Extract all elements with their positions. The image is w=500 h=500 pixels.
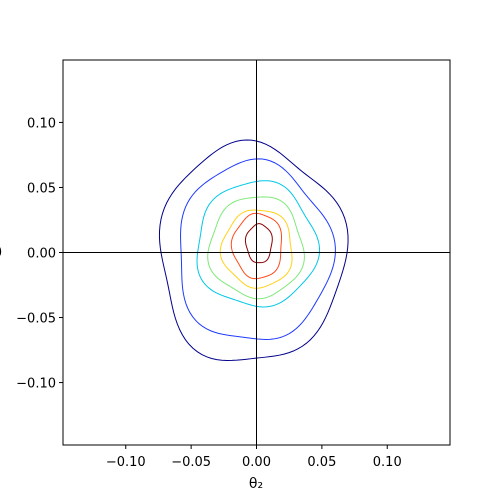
contour-level-3 bbox=[196, 180, 321, 308]
crosshair-lines bbox=[63, 60, 450, 445]
contour-level-7 bbox=[244, 223, 273, 264]
y-axis-label: θ bbox=[0, 245, 2, 261]
y-axis-ticks: −0.10 −0.05 0.00 0.05 0.10 bbox=[16, 116, 63, 392]
contour-level-4 bbox=[207, 196, 305, 300]
x-tick-label: −0.05 bbox=[171, 455, 211, 470]
x-tick-label: −0.10 bbox=[106, 455, 146, 470]
contour-level-5 bbox=[219, 209, 293, 289]
x-tick-label: 0.05 bbox=[307, 455, 336, 470]
y-tick-label: 0.05 bbox=[27, 181, 56, 196]
x-axis-ticks: −0.10 −0.05 0.00 0.05 0.10 bbox=[106, 445, 402, 470]
contour-level-6 bbox=[230, 212, 283, 280]
x-tick-label: 0.00 bbox=[242, 455, 271, 470]
y-tick-label: −0.10 bbox=[16, 377, 56, 392]
x-axis-label: θ₂ bbox=[249, 476, 263, 492]
contour-lines bbox=[158, 139, 349, 361]
y-tick-label: 0.00 bbox=[27, 247, 56, 262]
y-tick-label: 0.10 bbox=[27, 116, 56, 131]
y-tick-label: −0.05 bbox=[16, 312, 56, 327]
x-tick-label: 0.10 bbox=[373, 455, 402, 470]
contour-level-1 bbox=[158, 139, 349, 361]
